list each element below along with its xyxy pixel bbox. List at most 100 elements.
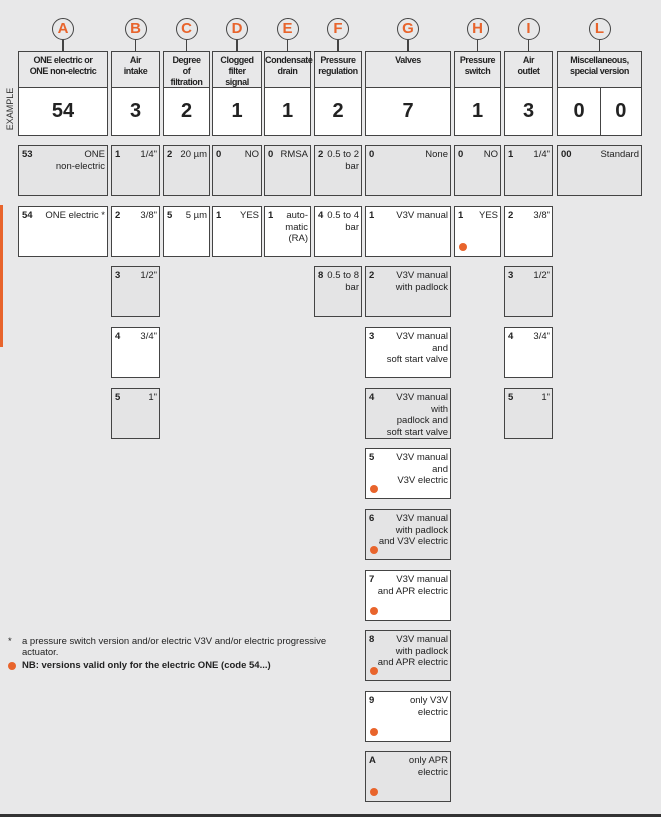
option-label: V3V manual — [396, 210, 448, 221]
accent-bar — [0, 205, 3, 347]
option-cell: 9 only V3V electric — [365, 691, 451, 742]
option-label: 1/2" — [140, 270, 157, 281]
option-cell: 1 YES — [454, 206, 501, 257]
option-label: 3/8" — [140, 210, 157, 221]
example-value: 7 — [365, 87, 451, 136]
option-cell: 5 1" — [111, 388, 160, 439]
option-label: 3/8" — [533, 210, 550, 221]
asterisk-note: * a pressure switch version and/or elect… — [8, 636, 328, 658]
option-code: 5 — [115, 392, 121, 403]
option-code: 00 — [561, 149, 572, 160]
column-letter-d: D — [226, 18, 248, 40]
option-cell: 5 5 µm — [163, 206, 210, 257]
option-cell: 4 V3V manual with padlock and soft start … — [365, 388, 451, 439]
column-header: ONE electric or ONE non-electric — [18, 51, 108, 89]
option-label: only V3V electric — [409, 695, 448, 718]
connector-line — [286, 40, 289, 52]
option-label: YES — [478, 210, 498, 221]
option-cell: 6 V3V manual with padlock and V3V electri… — [365, 509, 451, 560]
option-label: NO — [483, 149, 498, 160]
option-cell: 53 ONE non-electric — [18, 145, 108, 196]
column-header: Pressure regulation — [314, 51, 362, 89]
option-label: 1" — [541, 392, 550, 403]
column-header: Miscellaneous, special version — [557, 51, 642, 89]
example-value: 2 — [314, 87, 362, 136]
example-value: 3 — [504, 87, 553, 136]
option-cell: 0 RMSA — [264, 145, 311, 196]
option-code: 5 — [508, 392, 514, 403]
connector-line — [476, 40, 479, 52]
option-code: 1 — [268, 210, 274, 221]
example-value: 54 — [18, 87, 108, 136]
orange-dot-icon — [370, 728, 378, 736]
option-code: 2 — [508, 210, 514, 221]
option-cell: 2 0.5 to 2 bar — [314, 145, 362, 196]
option-cell: 1 1/4" — [504, 145, 553, 196]
example-value: 1 — [264, 87, 311, 136]
option-cell: 0 None — [365, 145, 451, 196]
option-code: 1 — [508, 149, 514, 160]
option-cell: 54 ONE electric * — [18, 206, 108, 257]
column-header: Degree of filtration — [163, 51, 210, 89]
option-code: 1 — [458, 210, 464, 221]
option-cell: 4 0.5 to 4 bar — [314, 206, 362, 257]
option-label: NO — [244, 149, 259, 160]
option-label: 20 µm — [180, 149, 207, 160]
asterisk-mark: * — [8, 636, 12, 647]
column-letter-l: L — [588, 18, 611, 40]
column-header: Valves — [365, 51, 451, 89]
option-label: V3V manual and V3V electric — [396, 452, 448, 486]
option-code: 5 — [167, 210, 173, 221]
option-code: 54 — [22, 210, 33, 221]
option-cell: 1 YES — [212, 206, 262, 257]
option-cell: 00 Standard — [557, 145, 642, 196]
option-label: 0.5 to 2 bar — [327, 149, 359, 172]
orange-dot-icon — [370, 667, 378, 675]
example-value: 2 — [163, 87, 210, 136]
connector-line — [527, 40, 530, 52]
option-cell: 0 NO — [212, 145, 262, 196]
option-cell: 2 3/8" — [504, 206, 553, 257]
column-letter-i: I — [517, 18, 540, 40]
option-label: YES — [239, 210, 259, 221]
orange-dot-icon — [370, 607, 378, 615]
column-header: Pressure switch — [454, 51, 501, 89]
option-label: V3V manual with padlock — [395, 270, 448, 293]
column-letter-b: B — [124, 18, 147, 40]
example-value: 1 — [454, 87, 501, 136]
option-code: 7 — [369, 574, 375, 585]
option-label: V3V manual and soft start valve — [386, 331, 448, 365]
column-header: Clogged filter signal — [212, 51, 262, 89]
asterisk-note-text: a pressure switch version and/or electri… — [22, 636, 327, 658]
option-cell: 2 20 µm — [163, 145, 210, 196]
column-letter-g: G — [397, 18, 419, 40]
option-code: 4 — [369, 392, 375, 403]
connector-line — [337, 40, 339, 52]
option-cell: 5 1" — [504, 388, 553, 439]
option-label: 1/4" — [533, 149, 550, 160]
option-code: 8 — [318, 270, 324, 281]
option-label: 1" — [148, 392, 157, 403]
dot-note: NB: versions valid only for the electric… — [8, 660, 328, 671]
column-header: Air outlet — [504, 51, 553, 89]
option-code: 1 — [216, 210, 222, 221]
example-label: EXAMPLE — [5, 87, 15, 131]
option-code: 1 — [115, 149, 121, 160]
column-letter-c: C — [175, 18, 198, 40]
example-value: 0 — [599, 87, 642, 136]
option-cell: 8 0.5 to 8 bar — [314, 266, 362, 317]
column-header: Condensate drain — [264, 51, 313, 89]
option-label: auto- matic (RA) — [285, 210, 308, 244]
option-code: 6 — [369, 513, 375, 524]
option-label: ONE electric * — [45, 210, 105, 221]
example-value: 3 — [111, 87, 160, 136]
option-label: V3V manual with padlock and soft start v… — [386, 392, 448, 438]
option-code: 0 — [216, 149, 222, 160]
option-cell: 3 V3V manual and soft start valve — [365, 327, 451, 378]
option-label: V3V manual with padlock and V3V electric — [378, 513, 448, 547]
footnotes: * a pressure switch version and/or elect… — [8, 636, 328, 671]
option-code: 4 — [318, 210, 324, 221]
option-code: 8 — [369, 634, 375, 645]
option-cell: 0 NO — [454, 145, 501, 196]
option-cell: 8 V3V manual with padlock and APR electri… — [365, 630, 451, 681]
